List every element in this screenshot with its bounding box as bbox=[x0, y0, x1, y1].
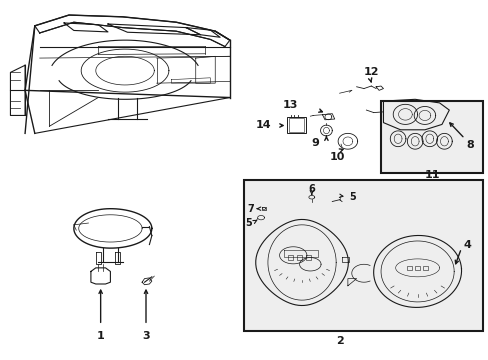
Bar bbox=[287, 117, 305, 134]
Text: 2: 2 bbox=[335, 336, 343, 346]
Text: 9: 9 bbox=[311, 138, 319, 148]
Bar bbox=[288, 118, 304, 132]
Text: 14: 14 bbox=[255, 121, 271, 130]
Text: 4: 4 bbox=[463, 239, 471, 249]
Bar bbox=[406, 266, 411, 270]
Bar bbox=[305, 255, 310, 260]
Text: 7: 7 bbox=[247, 204, 254, 214]
Text: 5: 5 bbox=[244, 218, 251, 228]
Text: 10: 10 bbox=[329, 152, 344, 162]
Bar bbox=[414, 266, 419, 270]
Bar bbox=[380, 101, 483, 173]
Text: 12: 12 bbox=[363, 67, 378, 77]
Text: 8: 8 bbox=[466, 140, 474, 150]
Text: 11: 11 bbox=[424, 170, 439, 180]
Bar bbox=[423, 266, 427, 270]
Bar bbox=[297, 255, 302, 260]
Text: 6: 6 bbox=[308, 184, 315, 194]
Text: 3: 3 bbox=[142, 331, 149, 341]
Bar bbox=[244, 180, 483, 330]
Text: 1: 1 bbox=[97, 331, 104, 341]
Text: 13: 13 bbox=[283, 100, 298, 110]
Text: 5: 5 bbox=[348, 192, 355, 202]
Bar bbox=[288, 255, 293, 260]
